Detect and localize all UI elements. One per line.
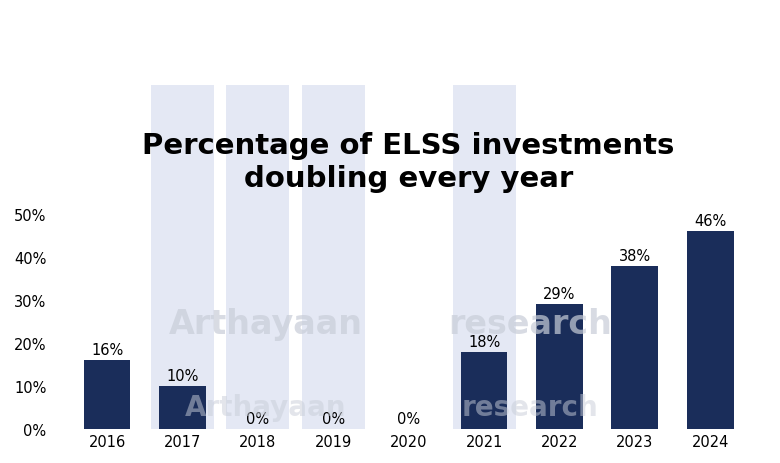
Text: Arthayaan: Arthayaan [185,393,346,421]
Bar [612,266,658,429]
Text: 0%: 0% [246,411,269,426]
Text: research: research [448,308,612,341]
Bar [151,86,214,429]
Title: Percentage of ELSS investments
doubling every year: Percentage of ELSS investments doubling … [143,132,675,193]
Bar [159,386,206,429]
Bar [461,352,508,429]
Bar [226,86,289,429]
Text: 29%: 29% [544,287,576,302]
Text: 46%: 46% [694,213,726,229]
Text: 16%: 16% [91,343,123,357]
Text: 38%: 38% [619,248,651,263]
Bar [452,86,516,429]
Text: research: research [462,393,598,421]
Bar [302,86,365,429]
Text: 18%: 18% [468,334,500,349]
Bar [83,361,130,429]
Bar [687,232,734,429]
Bar [536,305,583,429]
Text: 0%: 0% [397,411,420,426]
Text: 0%: 0% [321,411,345,426]
Text: 10%: 10% [166,369,199,383]
Text: Arthayaan: Arthayaan [168,308,363,341]
